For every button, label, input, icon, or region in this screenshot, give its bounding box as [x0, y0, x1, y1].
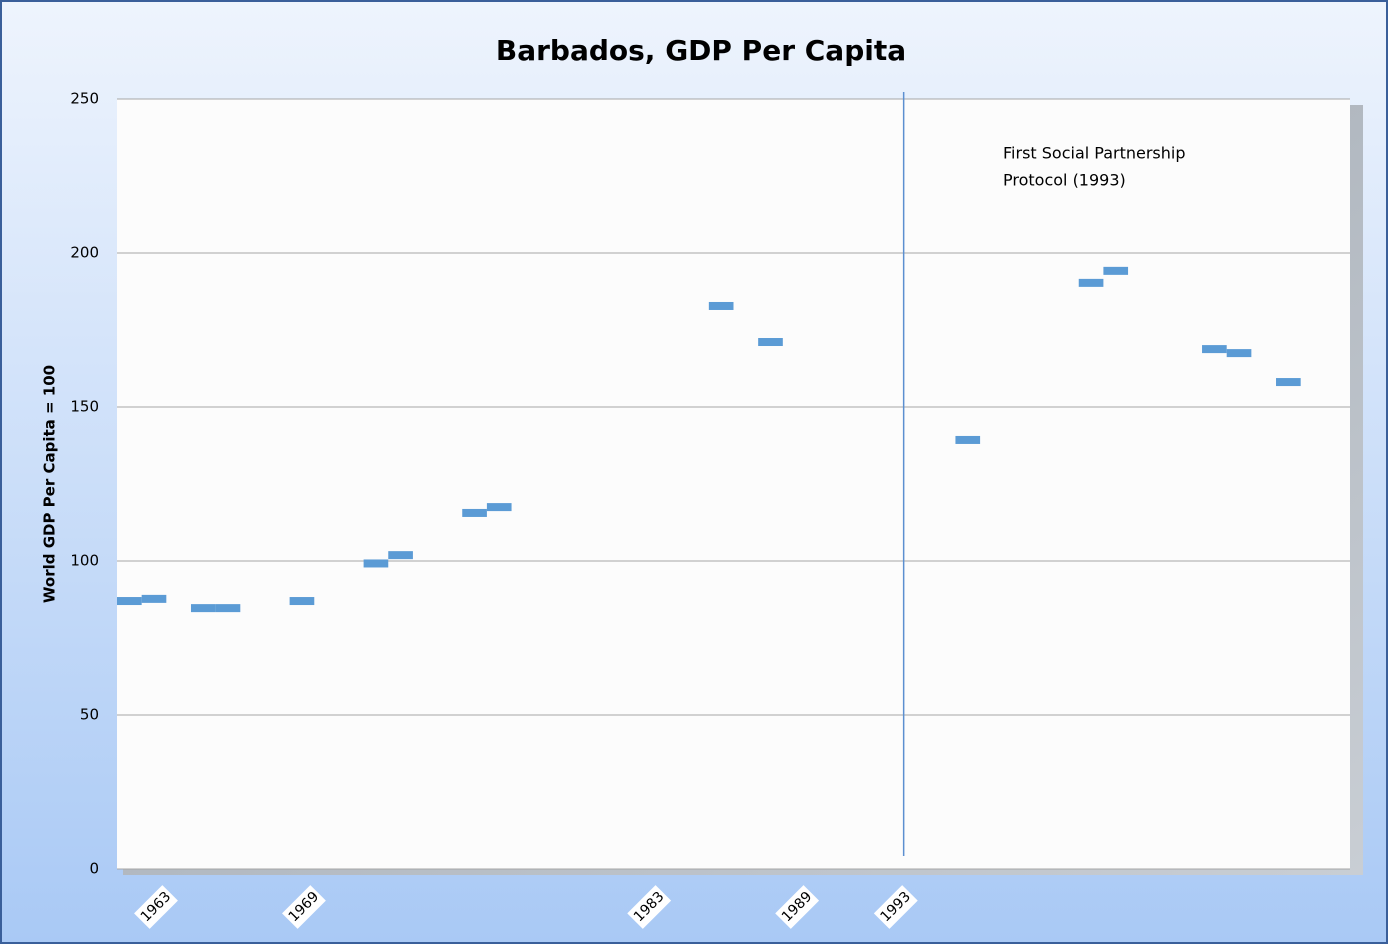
bar — [708, 301, 734, 310]
bar — [215, 604, 241, 613]
bar — [955, 435, 981, 444]
x-tick-label-box — [873, 885, 918, 929]
bar — [1276, 378, 1301, 387]
bar — [363, 559, 389, 568]
annotation-text: Protocol (1993) — [1003, 171, 1126, 190]
x-tick-label-box — [627, 885, 672, 929]
bar — [486, 503, 512, 512]
bar — [388, 551, 413, 560]
bar — [1078, 278, 1104, 287]
bar — [1103, 266, 1129, 275]
chart-title: Barbados, GDP Per Capita — [496, 34, 906, 67]
bar — [758, 338, 783, 347]
bar — [190, 604, 216, 613]
y-tick-label: 100 — [70, 552, 99, 570]
y-tick-label: 150 — [70, 398, 99, 416]
bar — [141, 594, 167, 603]
plot-area — [117, 99, 1350, 869]
y-tick-label: 50 — [80, 706, 99, 724]
x-tick-label-box — [134, 885, 178, 929]
y-axis-label: World GDP Per Capita = 100 — [41, 365, 59, 603]
bar — [462, 508, 487, 517]
y-tick-label: 0 — [89, 860, 99, 878]
bar — [117, 597, 142, 606]
bar — [289, 597, 315, 606]
x-tick-label-box — [775, 885, 820, 929]
y-tick-label: 250 — [70, 90, 99, 108]
bar — [1226, 349, 1252, 358]
annotation-text: First Social Partnership — [1003, 144, 1186, 163]
bar — [1202, 345, 1227, 354]
y-tick-label: 200 — [70, 244, 99, 262]
x-tick-label-box — [282, 885, 326, 929]
